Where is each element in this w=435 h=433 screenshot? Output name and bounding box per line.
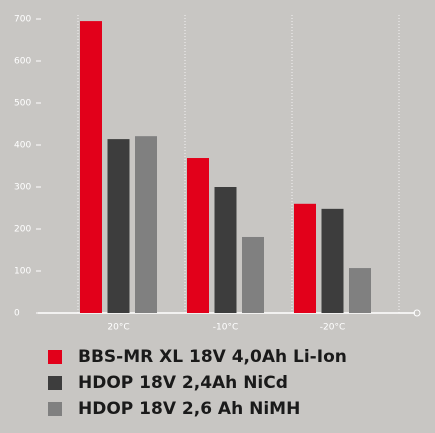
axis-end — [413, 309, 421, 317]
bar — [107, 139, 130, 313]
y-tick-label: 700 — [14, 15, 31, 25]
legend-swatch — [48, 376, 62, 390]
y-tick-label: 100 — [14, 267, 31, 277]
y-tick-label: 0 — [14, 309, 20, 319]
bar — [80, 21, 102, 313]
legend-label: HDOP 18V 2,6 Ah NiMH — [78, 399, 300, 419]
legend-label: BBS-MR XL 18V 4,0Ah Li-Ion — [78, 347, 347, 367]
bar — [135, 136, 157, 313]
y-tick-label: 200 — [14, 225, 31, 235]
legend-swatch — [48, 350, 62, 364]
y-tick-label: 600 — [14, 57, 31, 67]
bar — [321, 208, 344, 313]
legend-label: HDOP 18V 2,4Ah NiCd — [78, 373, 288, 393]
y-tick-label: 300 — [14, 183, 31, 193]
bar — [242, 236, 264, 313]
bar — [349, 268, 371, 313]
x-tick-label: 20°C — [107, 323, 129, 333]
bar — [214, 187, 237, 313]
x-tick-label: -10°C — [213, 323, 238, 333]
bar — [294, 203, 316, 313]
y-tick-label: 400 — [14, 141, 31, 151]
y-tick-label: 500 — [14, 99, 31, 109]
legend-swatch — [48, 402, 62, 416]
bar — [187, 158, 209, 313]
x-tick-label: -20°C — [320, 323, 345, 333]
